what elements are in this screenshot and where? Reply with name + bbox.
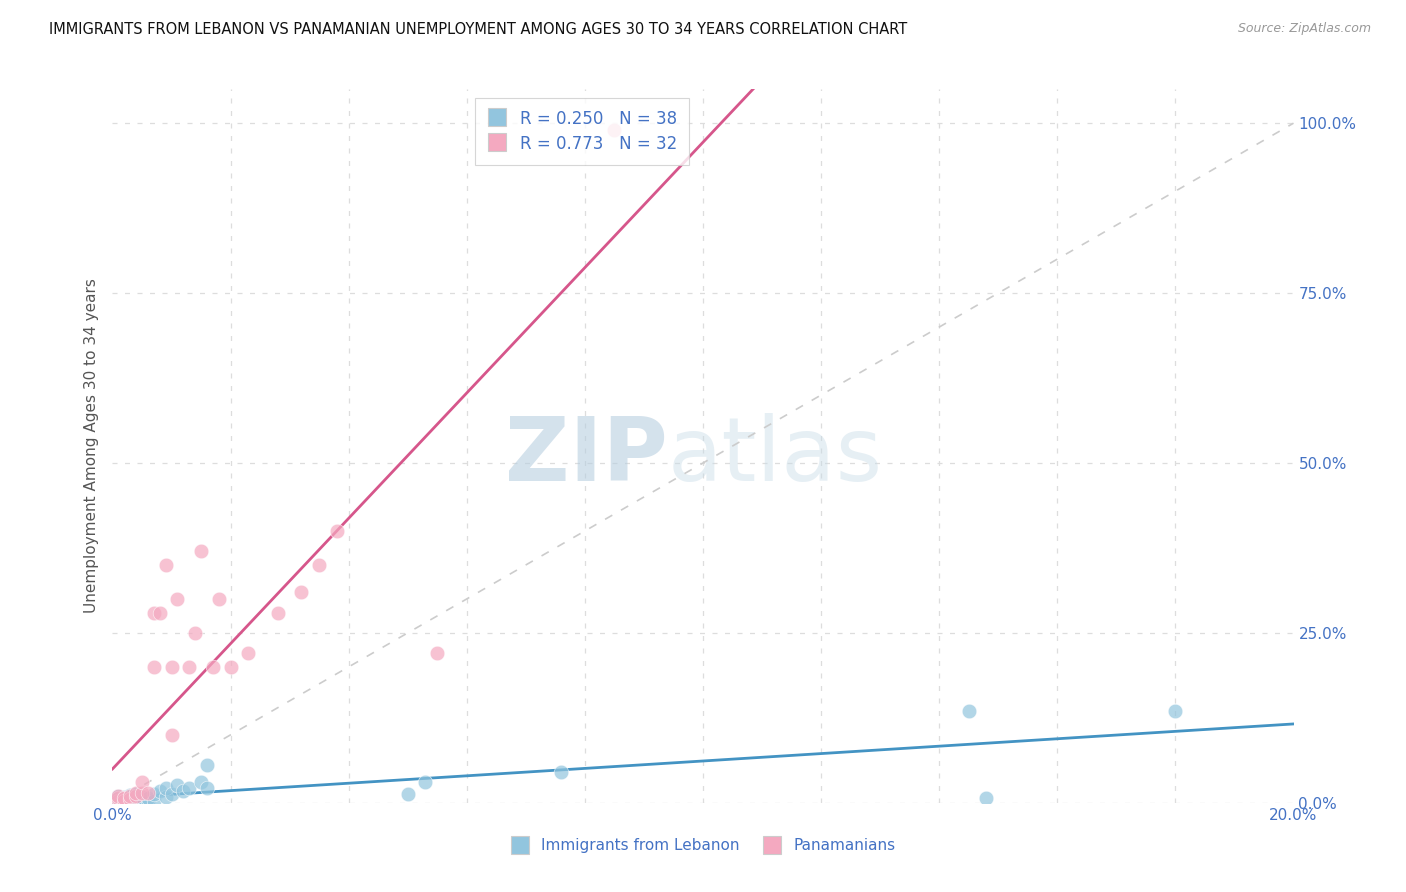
Point (107, 794, 129, 808)
Point (201, 660, 224, 674)
Point (190, 544, 212, 558)
Point (107, 789, 129, 803)
Point (112, 794, 135, 808)
Point (160, 728, 183, 742)
Point (957, 704, 980, 718)
Point (238, 646, 260, 660)
Point (1164, 704, 1187, 718)
Point (179, 660, 201, 674)
Point (166, 591, 188, 606)
Point (308, 558, 330, 572)
Point (125, 794, 148, 808)
Point (603, 123, 626, 137)
Point (131, 789, 153, 804)
Point (112, 794, 135, 808)
Point (160, 660, 183, 674)
Y-axis label: Unemployment Among Ages 30 to 34 years: Unemployment Among Ages 30 to 34 years (83, 278, 98, 614)
Point (120, 789, 142, 803)
Point (155, 558, 177, 572)
Point (107, 791, 129, 805)
Point (112, 792, 135, 806)
Point (136, 791, 159, 805)
Point (208, 591, 231, 606)
Point (195, 758, 218, 772)
Point (125, 789, 148, 803)
Point (195, 780, 218, 795)
Point (142, 606, 165, 620)
Point (120, 790, 142, 805)
Point (131, 794, 153, 808)
Point (131, 786, 153, 800)
Point (125, 786, 148, 800)
Point (120, 791, 142, 805)
Point (136, 786, 159, 800)
Point (160, 787, 183, 801)
Point (326, 524, 349, 538)
Legend: Immigrants from Lebanon, Panamanians: Immigrants from Lebanon, Panamanians (505, 832, 901, 859)
Point (190, 775, 212, 789)
Point (166, 778, 188, 792)
Point (396, 787, 419, 801)
Text: Source: ZipAtlas.com: Source: ZipAtlas.com (1237, 22, 1371, 36)
Point (131, 792, 153, 806)
Point (976, 791, 998, 805)
Point (110, 794, 132, 808)
Point (120, 794, 142, 808)
Point (107, 791, 129, 805)
Text: IMMIGRANTS FROM LEBANON VS PANAMANIAN UNEMPLOYMENT AMONG AGES 30 TO 34 YEARS COR: IMMIGRANTS FROM LEBANON VS PANAMANIAN UN… (49, 22, 907, 37)
Point (155, 790, 177, 805)
Text: ZIP: ZIP (505, 413, 668, 500)
Point (117, 794, 138, 808)
Point (155, 780, 177, 795)
Point (267, 606, 290, 620)
Point (142, 794, 165, 808)
Point (120, 793, 142, 807)
Point (184, 626, 207, 640)
Point (290, 585, 312, 599)
Point (142, 660, 165, 674)
Point (104, 794, 127, 808)
Point (426, 646, 449, 660)
Point (125, 787, 148, 801)
Point (136, 794, 159, 808)
Point (142, 787, 165, 801)
Point (112, 790, 135, 805)
Point (131, 775, 153, 789)
Point (172, 783, 194, 797)
Point (219, 660, 242, 674)
Point (550, 765, 572, 780)
Point (112, 791, 135, 805)
Point (415, 775, 437, 789)
Point (125, 791, 148, 805)
Point (179, 780, 201, 795)
Point (120, 789, 142, 803)
Point (107, 789, 129, 803)
Text: atlas: atlas (668, 413, 883, 500)
Point (149, 783, 172, 797)
Point (149, 606, 172, 620)
